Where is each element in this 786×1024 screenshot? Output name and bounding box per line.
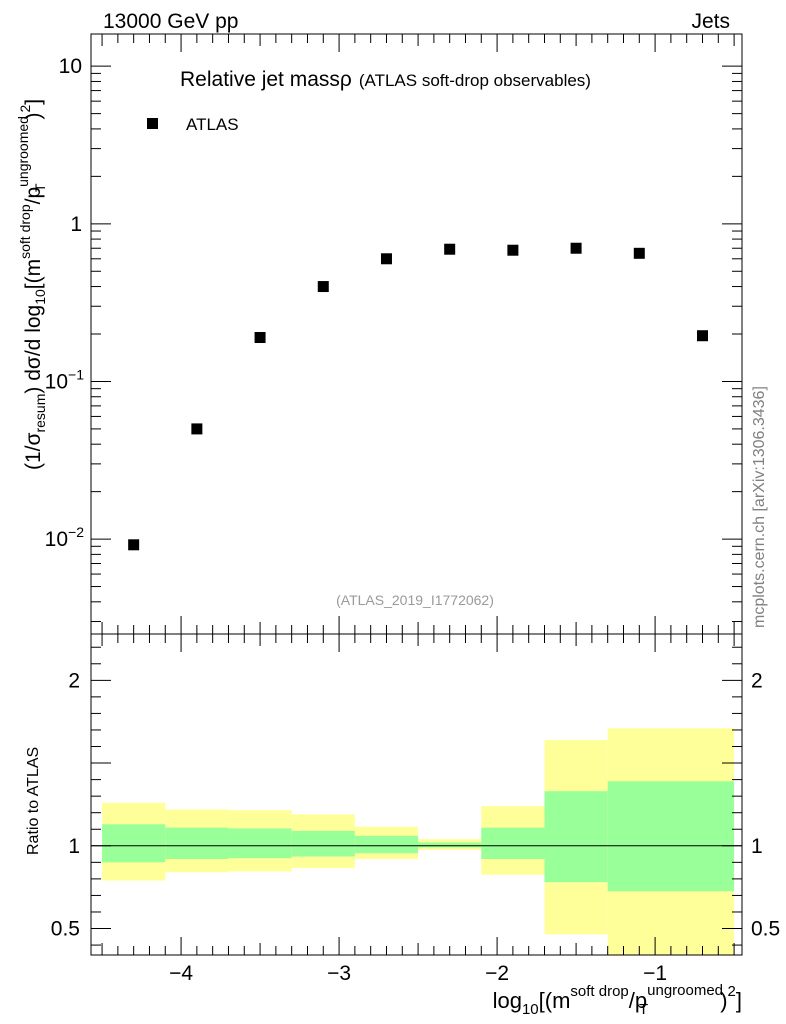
main-panel: 10 1 10−1 10−2 Relative jet massρ (ATLAS sof… (15, 33, 743, 635)
ratio-panel: 2 2 1 1 0.5 0.5 −4 −3 −2 −1 Ratio to ATLAS log10… (25, 633, 780, 1018)
analysis-watermark: (ATLAS_2019_I1772062) (336, 592, 494, 608)
header-left: 13000 GeV pp (103, 10, 238, 33)
x-tick-label: −4 (169, 962, 193, 985)
uncertainty-band-inner (481, 827, 545, 860)
plot-subtitle: (ATLAS soft-drop observables) (359, 71, 591, 90)
legend-marker (147, 118, 158, 129)
data-point-atlas (191, 423, 203, 435)
uncertainty-band-inner (544, 791, 608, 883)
uncertainty-band-inner (291, 830, 355, 857)
y-tick-label: 10−1 (45, 366, 85, 393)
x-axis-label: log10[(msoft drop/pungroomed T)2] (493, 982, 742, 1018)
ratio-bands (102, 728, 735, 955)
x-tick-labels: −4 −3 −2 −1 (169, 962, 667, 985)
data-point-atlas (507, 244, 519, 256)
uncertainty-band-inner (418, 842, 482, 848)
plot-title-rho: ρ (340, 68, 352, 91)
ratio-y-axis-label: Ratio to ATLAS (25, 747, 42, 855)
ratio-y-tick-label-left: 0.5 (51, 918, 80, 941)
data-point-atlas (570, 242, 582, 254)
data-point-atlas (254, 332, 266, 344)
data-point-atlas (633, 247, 645, 259)
data-point-atlas (444, 243, 456, 255)
main-y-axis-label: (1/σresum) dσ/d log10[(msoft drop/pungro… (15, 99, 48, 470)
ratio-panel-ticks (91, 634, 742, 955)
y-tick-label: 1 (70, 213, 82, 236)
y-tick-label: 10 (59, 55, 82, 78)
header-right: Jets (691, 10, 730, 33)
main-panel-ticks (91, 34, 742, 634)
x-tick-label: −3 (327, 962, 351, 985)
uncertainty-band-inner (354, 835, 419, 854)
uncertainty-band-inner (102, 824, 166, 863)
ratio-panel-frame (90, 633, 743, 956)
data-points (128, 242, 708, 551)
y-tick-label: 10−2 (45, 524, 85, 551)
ratio-y-tick-label-right: 1 (751, 835, 763, 858)
data-point-atlas (696, 330, 708, 342)
data-point-atlas (128, 539, 140, 551)
plot-title: Relative jet massρ (ATLAS soft-drop obser… (180, 68, 591, 91)
uncertainty-band-inner (607, 781, 735, 892)
x-tick-label: −2 (485, 962, 509, 985)
ratio-y-tick-label-left: 2 (68, 669, 80, 692)
data-point-atlas (317, 281, 329, 293)
legend-label: ATLAS (186, 115, 239, 134)
x-tick-label: −1 (643, 962, 667, 985)
side-credit-label: mcplots.cern.ch [arXiv:1306.3436] (751, 386, 768, 628)
main-y-tick-labels: 10 1 10−1 10−2 (45, 55, 85, 551)
plot-title-main: Relative jet mass (180, 68, 340, 91)
ratio-y-tick-label-right: 0.5 (751, 918, 780, 941)
ratio-y-tick-label-right: 2 (751, 669, 763, 692)
uncertainty-band-inner (228, 828, 292, 859)
ratio-y-tick-labels: 2 2 1 1 0.5 0.5 (51, 669, 780, 940)
data-point-atlas (380, 253, 392, 265)
ratio-y-tick-label-left: 1 (68, 835, 80, 858)
uncertainty-band-inner (165, 827, 229, 860)
